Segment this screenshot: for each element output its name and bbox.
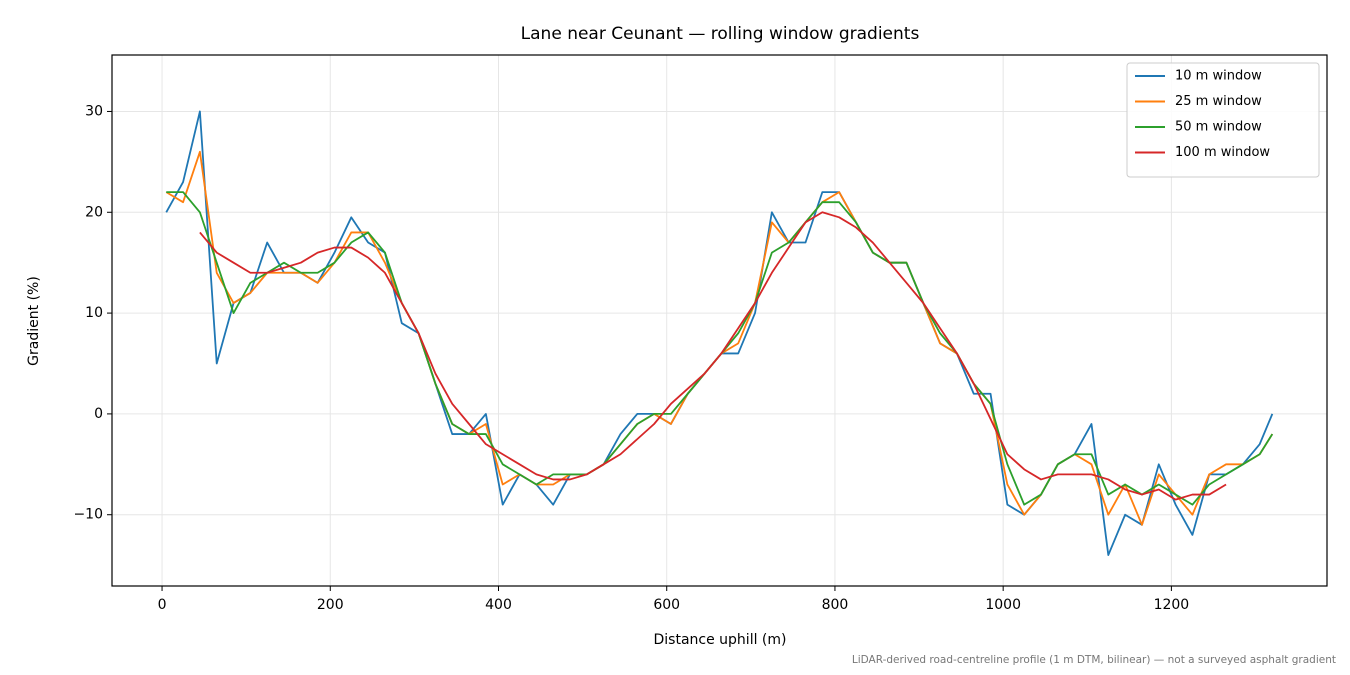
y-tick-label: 0 [94,406,103,422]
legend-label: 100 m window [1175,145,1270,160]
legend-label: 10 m window [1175,69,1262,84]
footnote: LiDAR-derived road-centreline profile (1… [852,654,1336,666]
y-tick-label: 20 [85,204,103,220]
y-tick-label: 30 [85,103,103,119]
x-axis-label: Distance uphill (m) [654,632,787,648]
legend-box [1126,62,1320,178]
legend-label: 25 m window [1175,94,1262,109]
chart-title: Lane near Ceunant — rolling window gradi… [521,24,920,44]
x-tick-label: 200 [317,597,344,613]
series-line [165,150,1274,526]
legend: 10 m window 25 m window 50 m window 100 m w… [1126,62,1320,178]
x-tick-label: 0 [158,597,167,613]
legend-label: 50 m window [1175,120,1262,135]
series-line [166,191,1274,506]
x-tick-label: 400 [485,597,512,613]
series-line [199,211,1227,501]
x-tick-label: 1000 [985,597,1021,613]
y-tick-label: 10 [85,305,103,321]
y-tick-label: −10 [73,507,103,523]
plot-frame [111,54,1328,587]
x-tick-label: 1200 [1154,597,1190,613]
x-tick-label: 600 [653,597,680,613]
x-tick-label: 800 [822,597,849,613]
y-axis-label: Gradient (%) [26,276,42,366]
